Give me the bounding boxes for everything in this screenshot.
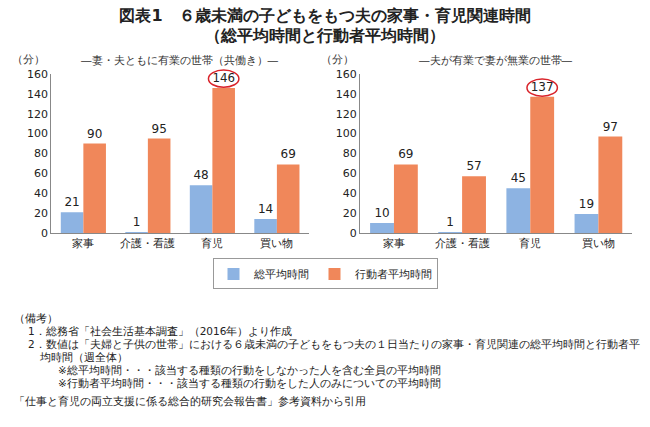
html-text:「仕事と育児の両立支援に係る総合的研究会報告書」参考資料から: 「仕事と育児の両立支援に係る総合的研究会報告書」参考資料から引用 xyxy=(14,395,366,407)
svg-text:57: 57 xyxy=(466,159,481,173)
svg-text:40: 40 xyxy=(34,187,48,200)
svg-text:60: 60 xyxy=(34,167,48,180)
svg-text:140: 140 xyxy=(336,88,357,101)
html-text:※総平均時間・・・該当する種類の行動をしなかった人を含む全員: ※総平均時間・・・該当する種類の行動をしなかった人を含む全員の平均時間 xyxy=(58,364,441,376)
svg-text:120: 120 xyxy=(336,108,357,121)
svg-text:20: 20 xyxy=(343,207,357,220)
svg-text:69: 69 xyxy=(281,147,296,161)
svg-text:80: 80 xyxy=(343,147,357,160)
svg-text:100: 100 xyxy=(27,127,48,140)
svg-text:家事: 家事 xyxy=(72,237,94,250)
html-text:2．数値は「夫婦と子供の世帯」における６歳未満の子どもをもつ: 2．数値は「夫婦と子供の世帯」における６歳未満の子どもをもつ夫の１日当たりの家事… xyxy=(28,338,640,363)
svg-text:80: 80 xyxy=(34,147,48,160)
svg-text:1: 1 xyxy=(446,215,454,229)
svg-text:総平均時間: 総平均時間 xyxy=(253,268,309,281)
svg-text:育児: 育児 xyxy=(519,237,541,250)
svg-text:160: 160 xyxy=(27,68,48,81)
svg-text:（分）: （分） xyxy=(321,53,354,66)
svg-text:48: 48 xyxy=(193,168,208,182)
svg-text:140: 140 xyxy=(27,88,48,101)
svg-text:―夫が有業で妻が無業の世帯―: ―夫が有業で妻が無業の世帯― xyxy=(419,54,573,66)
html-text:1．総務省「社会生活基本調査」（2016年）より作成: 1．総務省「社会生活基本調査」（2016年）より作成 xyxy=(28,325,293,337)
svg-text:95: 95 xyxy=(152,122,167,136)
html-text:図表1 ６歳未満の子どもをもつ夫の家事・育児関連時間: 図表1 ６歳未満の子どもをもつ夫の家事・育児関連時間 xyxy=(119,6,531,25)
svg-text:40: 40 xyxy=(343,187,357,200)
svg-text:10: 10 xyxy=(374,206,389,220)
svg-text:21: 21 xyxy=(64,195,79,209)
svg-text:120: 120 xyxy=(27,108,48,121)
svg-text:45: 45 xyxy=(511,171,526,185)
html-text:※行動者平均時間・・・該当する種類の行動をした人のみについて: ※行動者平均時間・・・該当する種類の行動をした人のみについての平均時間 xyxy=(58,377,441,389)
svg-text:―妻・夫ともに有業の世帯（共働き）―: ―妻・夫ともに有業の世帯（共働き）― xyxy=(81,54,279,66)
svg-text:160: 160 xyxy=(336,68,357,81)
html-text:（総平均時間と行動者平均時間）: （総平均時間と行動者平均時間） xyxy=(205,26,445,45)
svg-text:20: 20 xyxy=(34,207,48,220)
svg-text:0: 0 xyxy=(41,227,48,240)
svg-text:介護・看護: 介護・看護 xyxy=(435,237,490,250)
html-text:（備考）: （備考） xyxy=(14,312,58,324)
svg-text:（分）: （分） xyxy=(12,53,45,66)
svg-text:100: 100 xyxy=(336,127,357,140)
svg-text:137: 137 xyxy=(531,80,554,94)
svg-text:介護・看護: 介護・看護 xyxy=(120,237,175,250)
svg-text:買い物: 買い物 xyxy=(260,237,293,250)
svg-text:146: 146 xyxy=(212,71,235,85)
svg-text:家事: 家事 xyxy=(383,237,405,250)
svg-text:69: 69 xyxy=(398,147,413,161)
svg-text:60: 60 xyxy=(343,167,357,180)
svg-text:行動者平均時間: 行動者平均時間 xyxy=(355,268,432,281)
svg-text:19: 19 xyxy=(579,197,594,211)
svg-text:14: 14 xyxy=(258,202,273,216)
svg-text:0: 0 xyxy=(350,227,357,240)
svg-text:買い物: 買い物 xyxy=(582,237,615,250)
svg-text:1: 1 xyxy=(133,215,141,229)
svg-text:90: 90 xyxy=(87,127,102,141)
svg-text:97: 97 xyxy=(603,120,618,134)
svg-text:育児: 育児 xyxy=(201,237,223,250)
